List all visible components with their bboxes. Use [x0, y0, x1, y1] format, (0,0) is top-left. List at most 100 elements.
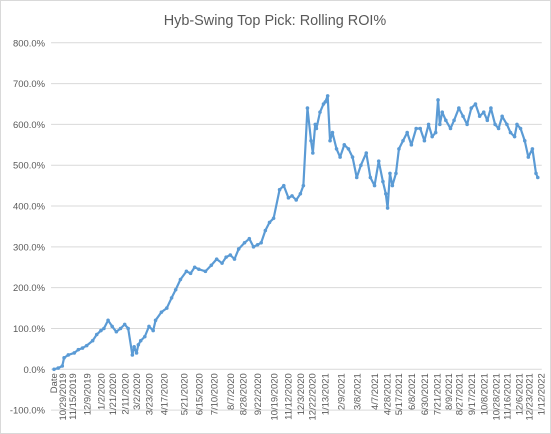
- data-point: [508, 130, 513, 135]
- data-point: [134, 351, 139, 355]
- x-tick-label: 5/21/2020: [180, 373, 191, 415]
- data-point: [60, 364, 65, 368]
- data-point: [178, 277, 183, 282]
- data-point: [255, 242, 260, 247]
- data-point: [405, 130, 409, 135]
- data-point: [214, 257, 219, 261]
- data-point: [457, 106, 461, 110]
- data-point: [126, 326, 130, 331]
- data-point: [505, 122, 509, 127]
- data-point: [232, 257, 237, 261]
- data-point: [522, 138, 527, 143]
- data-point: [493, 122, 497, 127]
- y-tick-label: 500.0%: [13, 161, 46, 172]
- x-tick-label: 8/28/2020: [238, 373, 249, 415]
- x-tick-label: 12/23/2021: [525, 373, 536, 420]
- y-tick-label: 600.0%: [13, 120, 46, 131]
- data-point: [311, 151, 315, 155]
- data-point: [228, 253, 233, 257]
- data-point: [394, 171, 398, 176]
- x-tick-label: 1/13/2021: [320, 373, 331, 415]
- x-tick-label: 2/9/2021: [336, 373, 347, 410]
- data-point: [438, 122, 442, 127]
- data-point: [325, 94, 330, 98]
- x-tick-label: 4/28/2021: [383, 373, 394, 415]
- data-point: [390, 183, 395, 188]
- x-tick-label: 10/29/2019: [58, 373, 69, 420]
- data-point: [159, 310, 164, 314]
- data-point: [259, 240, 263, 245]
- x-tick-label: 1/2/2020: [97, 373, 108, 410]
- data-point: [359, 163, 363, 168]
- data-point: [346, 147, 351, 151]
- x-tick-label: 11/15/2019: [68, 373, 79, 420]
- data-point: [209, 263, 214, 268]
- x-tick-label: 3/8/2021: [352, 373, 363, 410]
- x-tick-label: 1/21/2020: [108, 373, 119, 415]
- data-point: [90, 338, 95, 343]
- data-point: [102, 326, 106, 331]
- x-tick-label: 2/11/2020: [120, 373, 131, 414]
- data-point: [469, 106, 474, 110]
- data-point: [294, 198, 298, 202]
- data-point: [388, 171, 392, 176]
- data-point: [426, 122, 431, 127]
- data-point: [338, 155, 342, 159]
- data-point: [485, 118, 490, 123]
- data-point: [323, 100, 328, 104]
- data-point: [314, 126, 319, 131]
- y-axis-tick-labels: -100.0% 0.0% 100.0% 200.0% 300.0% 400.0% 500.0…: [10, 38, 46, 416]
- data-point: [350, 155, 355, 159]
- data-point: [143, 334, 147, 339]
- data-point: [535, 175, 540, 180]
- data-point: [286, 196, 291, 200]
- data-point: [372, 183, 377, 188]
- x-tick-label: 11/16/2021: [503, 373, 514, 420]
- data-point: [263, 228, 268, 233]
- data-point: [473, 102, 478, 106]
- data-point: [290, 194, 294, 198]
- x-tick-label: 6/30/2021: [420, 373, 431, 415]
- x-tick-label: 5/17/2021: [394, 373, 405, 415]
- data-point: [530, 147, 535, 151]
- x-tick-label: 12/3/2020: [296, 373, 307, 415]
- series-roi: [52, 94, 540, 372]
- data-point: [436, 98, 440, 102]
- data-point: [500, 114, 504, 119]
- data-point: [518, 126, 523, 131]
- x-tick-label: 8/9/2021: [444, 373, 455, 410]
- x-tick-label: 11/12/2020: [284, 373, 295, 420]
- x-tick-label: 8/7/2020: [226, 373, 237, 410]
- data-point: [99, 328, 103, 333]
- x-tick-label: 10/28/2021: [491, 373, 502, 420]
- x-tick-label: 9/22/2020: [253, 373, 264, 415]
- data-point: [242, 240, 247, 245]
- data-point: [138, 338, 143, 343]
- data-point: [197, 267, 201, 272]
- data-point: [354, 175, 359, 180]
- y-tick-label: 100.0%: [13, 324, 46, 335]
- data-point: [169, 296, 174, 300]
- x-tick-label: 3/2/2020: [132, 373, 143, 410]
- y-tick-label: 200.0%: [13, 283, 46, 294]
- data-point: [364, 151, 369, 155]
- data-point: [328, 138, 332, 143]
- x-tick-label: 4/7/2021: [370, 373, 381, 410]
- data-point: [184, 269, 189, 274]
- data-point: [151, 328, 155, 333]
- data-point: [433, 130, 438, 135]
- data-point: [414, 126, 418, 131]
- data-point: [440, 110, 445, 114]
- data-point: [122, 322, 127, 327]
- x-axis-date-label: Date: [49, 373, 60, 393]
- data-point: [220, 261, 224, 265]
- y-tick-label: 300.0%: [13, 242, 46, 253]
- x-tick-label: 12/9/2019: [82, 373, 93, 415]
- data-point: [444, 118, 448, 123]
- data-point: [489, 106, 493, 110]
- data-point: [465, 122, 469, 127]
- data-point: [430, 134, 434, 139]
- data-point: [251, 245, 256, 249]
- data-point: [301, 183, 306, 188]
- x-tick-label: 12/6/2021: [514, 373, 525, 415]
